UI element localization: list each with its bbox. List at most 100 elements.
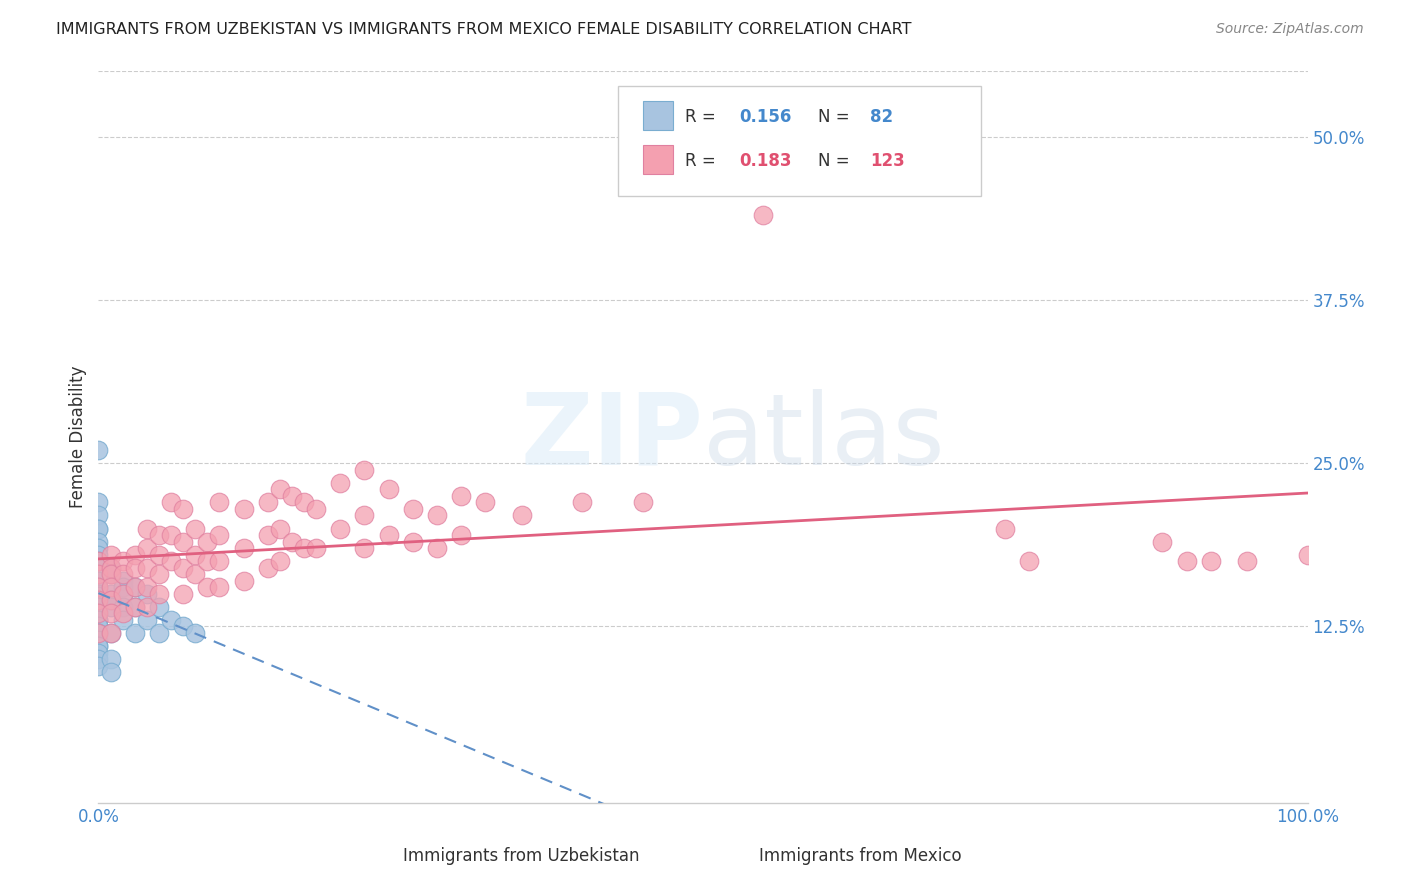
Point bbox=[87, 521, 110, 535]
Point bbox=[148, 528, 170, 542]
Point bbox=[269, 554, 291, 568]
Point bbox=[184, 626, 207, 640]
Point bbox=[1018, 554, 1040, 568]
Point bbox=[135, 580, 157, 594]
Point bbox=[571, 495, 593, 509]
Point bbox=[329, 521, 352, 535]
Point bbox=[87, 567, 110, 582]
Point bbox=[111, 599, 134, 614]
Y-axis label: Female Disability: Female Disability bbox=[69, 366, 87, 508]
Point bbox=[100, 665, 122, 680]
Text: 0.156: 0.156 bbox=[740, 108, 792, 126]
Point bbox=[353, 541, 375, 555]
Text: atlas: atlas bbox=[703, 389, 945, 485]
Text: Source: ZipAtlas.com: Source: ZipAtlas.com bbox=[1216, 22, 1364, 37]
Point bbox=[111, 587, 134, 601]
Point bbox=[160, 528, 183, 542]
Point bbox=[100, 548, 122, 562]
Point bbox=[87, 599, 110, 614]
Point bbox=[135, 613, 157, 627]
Point bbox=[111, 613, 134, 627]
Bar bbox=[643, 145, 673, 174]
Point bbox=[402, 502, 425, 516]
Point bbox=[256, 560, 278, 574]
Point bbox=[111, 567, 134, 582]
Point bbox=[87, 580, 110, 594]
Point bbox=[1199, 554, 1222, 568]
Point bbox=[111, 607, 134, 621]
Point bbox=[124, 580, 146, 594]
Point bbox=[426, 541, 449, 555]
Point bbox=[87, 580, 110, 594]
Point bbox=[87, 587, 110, 601]
Text: Immigrants from Uzbekistan: Immigrants from Uzbekistan bbox=[404, 847, 640, 864]
Point bbox=[752, 208, 775, 222]
Point bbox=[232, 574, 254, 588]
Point bbox=[195, 554, 218, 568]
Point bbox=[124, 580, 146, 594]
Point bbox=[292, 541, 315, 555]
Point bbox=[232, 502, 254, 516]
Point bbox=[87, 639, 110, 653]
Point bbox=[160, 554, 183, 568]
Point bbox=[256, 495, 278, 509]
Point bbox=[87, 554, 110, 568]
Point bbox=[87, 590, 110, 604]
Point bbox=[353, 508, 375, 523]
Point bbox=[377, 483, 399, 497]
Point bbox=[172, 587, 194, 601]
Point bbox=[135, 521, 157, 535]
Text: Immigrants from Mexico: Immigrants from Mexico bbox=[759, 847, 962, 864]
Point bbox=[87, 613, 110, 627]
Point bbox=[148, 567, 170, 582]
Point bbox=[87, 443, 110, 458]
Point bbox=[100, 652, 122, 666]
Point bbox=[450, 489, 472, 503]
Point bbox=[184, 521, 207, 535]
Bar bbox=[364, 832, 395, 858]
Point bbox=[87, 632, 110, 647]
Point bbox=[87, 554, 110, 568]
Point bbox=[87, 646, 110, 660]
Point bbox=[402, 534, 425, 549]
Text: 82: 82 bbox=[870, 108, 893, 126]
Point bbox=[87, 652, 110, 666]
Point bbox=[100, 599, 122, 614]
Point bbox=[135, 599, 157, 614]
Point bbox=[135, 541, 157, 555]
Point bbox=[474, 495, 496, 509]
Point bbox=[100, 587, 122, 601]
Point bbox=[111, 554, 134, 568]
Point bbox=[87, 607, 110, 621]
Point bbox=[87, 626, 110, 640]
Point bbox=[281, 489, 304, 503]
Point bbox=[124, 599, 146, 614]
Point bbox=[510, 508, 533, 523]
Point bbox=[87, 495, 110, 509]
Point bbox=[111, 580, 134, 594]
Point bbox=[208, 580, 231, 594]
Text: R =: R = bbox=[685, 152, 721, 169]
Point bbox=[100, 593, 122, 607]
Text: 0.183: 0.183 bbox=[740, 152, 792, 169]
Point bbox=[87, 534, 110, 549]
Point bbox=[87, 541, 110, 555]
Point bbox=[269, 483, 291, 497]
Point bbox=[1236, 554, 1258, 568]
Point bbox=[160, 495, 183, 509]
Point bbox=[124, 626, 146, 640]
Point bbox=[100, 567, 122, 582]
Point bbox=[269, 521, 291, 535]
Point bbox=[100, 626, 122, 640]
Point bbox=[148, 626, 170, 640]
Point bbox=[100, 560, 122, 574]
Point bbox=[135, 587, 157, 601]
Point bbox=[1296, 548, 1319, 562]
Point bbox=[87, 626, 110, 640]
Point bbox=[87, 580, 110, 594]
Point bbox=[329, 475, 352, 490]
Point bbox=[994, 521, 1017, 535]
Point bbox=[232, 541, 254, 555]
Point bbox=[111, 587, 134, 601]
Point bbox=[87, 508, 110, 523]
